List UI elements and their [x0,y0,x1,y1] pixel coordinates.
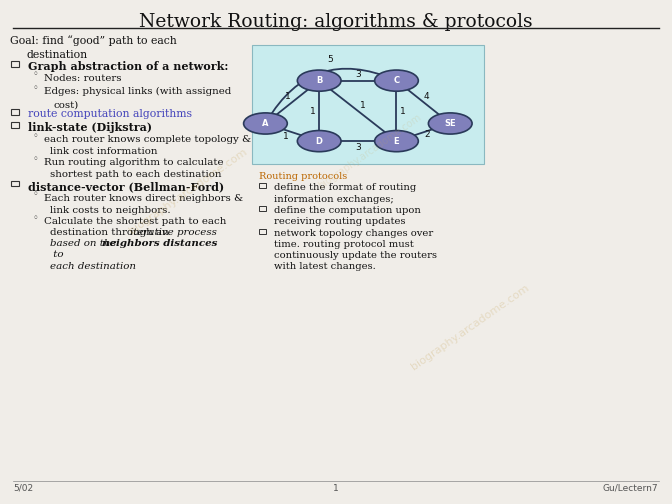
Text: SE: SE [444,119,456,128]
Text: iterative process: iterative process [130,228,216,237]
Text: Each router knows direct neighbors &: Each router knows direct neighbors & [44,194,243,203]
FancyBboxPatch shape [252,45,484,164]
Text: destination through an: destination through an [50,228,173,237]
Text: D: D [316,137,323,146]
Text: E: E [394,137,399,146]
Text: define the computation upon: define the computation upon [274,206,421,215]
Text: 4: 4 [424,92,429,101]
Bar [11,61,19,67]
Text: ◦: ◦ [33,83,38,93]
Text: Goal: find “good” path to each: Goal: find “good” path to each [10,35,177,46]
Text: 1: 1 [284,132,289,141]
Text: Calculate the shortest path to each: Calculate the shortest path to each [44,217,226,226]
Text: each router knows complete topology &: each router knows complete topology & [44,135,251,144]
Text: ◦: ◦ [33,190,38,200]
Text: C: C [393,76,400,85]
Text: A: A [262,119,269,128]
Text: link costs to neighbors.: link costs to neighbors. [50,206,171,215]
Text: based on the: based on the [50,239,120,248]
Text: Routing protocols: Routing protocols [259,172,347,181]
Text: shortest path to each destination: shortest path to each destination [50,170,222,179]
Bar [11,122,19,128]
Text: 3: 3 [355,70,361,79]
Text: neighbors distances: neighbors distances [102,239,218,248]
Bar [11,181,19,186]
Text: 1: 1 [360,101,366,110]
Text: B: B [316,76,323,85]
Ellipse shape [297,131,341,152]
Bar [259,206,266,211]
Text: biography.arcadome.com: biography.arcadome.com [317,112,423,191]
Bar [259,229,266,234]
Text: Gu/Lectern7: Gu/Lectern7 [603,484,659,493]
Ellipse shape [429,113,472,134]
Text: 1: 1 [400,107,405,116]
Text: biography.arcadome.com: biography.arcadome.com [127,147,249,236]
Text: link-state (Dijkstra): link-state (Dijkstra) [28,122,153,134]
Ellipse shape [375,131,418,152]
Text: each destination: each destination [50,262,136,271]
Text: ◦: ◦ [33,213,38,223]
Text: Network Routing: algorithms & protocols: Network Routing: algorithms & protocols [139,13,533,31]
Ellipse shape [243,113,287,134]
Text: continuously update the routers: continuously update the routers [274,251,437,260]
Text: 3: 3 [355,143,361,152]
Text: ◦: ◦ [33,131,38,141]
Text: Edges: physical links (with assigned: Edges: physical links (with assigned [44,87,231,96]
Text: 1: 1 [333,484,339,493]
Text: 1: 1 [310,107,316,116]
Text: link cost information: link cost information [50,147,158,156]
Text: Graph abstraction of a network:: Graph abstraction of a network: [28,61,228,72]
Text: route computation algorithms: route computation algorithms [28,109,192,119]
Text: ◦: ◦ [33,154,38,164]
Text: information exchanges;: information exchanges; [274,195,393,204]
Text: distance-vector (Bellman-Ford): distance-vector (Bellman-Ford) [28,181,224,192]
Text: time. routing protocol must: time. routing protocol must [274,240,413,249]
Text: Run routing algorithm to calculate: Run routing algorithm to calculate [44,158,223,167]
Text: 5/02: 5/02 [13,484,34,493]
Text: to: to [50,250,64,260]
Text: destination: destination [27,50,88,60]
Bar [11,109,19,115]
Text: 1: 1 [285,92,290,101]
Text: 2: 2 [424,130,429,139]
Text: receiving routing updates: receiving routing updates [274,217,405,226]
Text: biography.arcadome.com: biography.arcadome.com [409,283,532,372]
Text: define the format of routing: define the format of routing [274,183,416,193]
Text: 5: 5 [327,55,333,64]
Text: ◦: ◦ [33,70,38,80]
Ellipse shape [297,70,341,91]
Text: cost): cost) [54,100,79,109]
Bar [259,183,266,188]
Text: Nodes: routers: Nodes: routers [44,74,121,83]
Text: with latest changes.: with latest changes. [274,262,375,271]
Ellipse shape [375,70,418,91]
Text: network topology changes over: network topology changes over [274,229,433,238]
